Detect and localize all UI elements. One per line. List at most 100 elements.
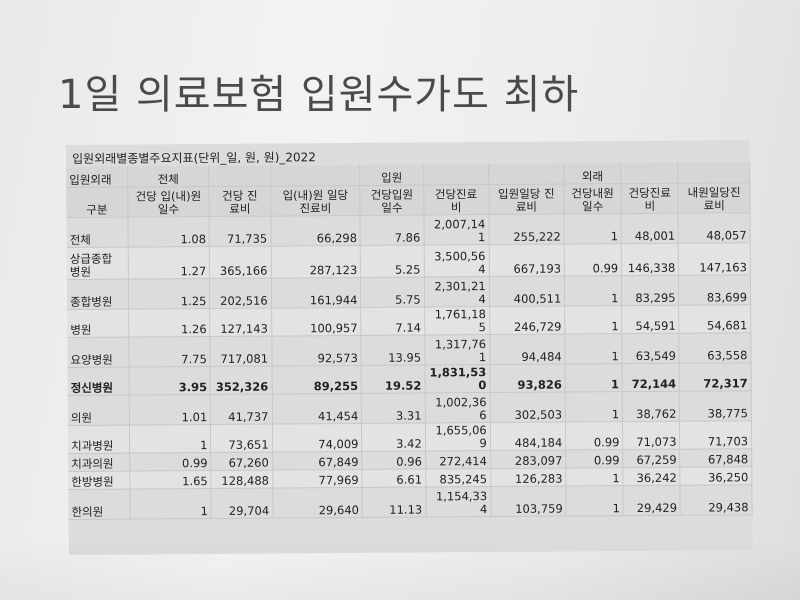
table-row: 의원 1.01 41,737 41,454 3.31 1,002,36 6 302,503 1…	[67, 390, 752, 425]
table-row: 요양병원 7.75 717,081 92,573 13.95 1,317,76 1 94,4…	[67, 332, 752, 367]
table-cell: 1.65	[129, 469, 212, 489]
header-cell: 입원외래	[66, 166, 128, 187]
table-row: 정신병원 3.95 352,326 89,255 19.52 1,831,53 0 93,8…	[67, 362, 752, 395]
header-cell	[620, 162, 679, 184]
table-cell: 1.08	[127, 216, 210, 247]
page-title: 1일 의료보험 입원수가도 최하	[58, 72, 580, 118]
table-cell: 83,699	[678, 274, 751, 305]
table-cell: 1	[129, 487, 212, 519]
table-cell: 667,193	[488, 243, 565, 277]
table-cell: 13.95	[361, 334, 425, 365]
table-cell: 1,317,76 1	[424, 334, 490, 365]
header-cell	[488, 163, 564, 185]
table-cell: 0.99	[565, 421, 623, 450]
table-cell: 36,242	[623, 466, 681, 486]
header-cell: 건당 입(내)원 일수	[127, 186, 210, 217]
statistics-table: 입원외래 전체 입원 외래 구분 건당 입(내)원 일수 건당 진 료비 입(내…	[66, 162, 753, 519]
table-cell: 1	[565, 391, 623, 422]
table-body: 전체 1.08 71,735 66,298 7.86 2,007,14 1 255,222 1…	[66, 212, 753, 519]
table-cell: 2,301,21 4	[424, 276, 490, 307]
table-cell: 93,826	[489, 363, 566, 393]
table-cell: 54,681	[679, 304, 751, 333]
row-label: 종합병원	[66, 278, 129, 309]
table-caption: 입원외래별종별주요지표(단위_일, 원, 원)_2022	[72, 150, 316, 166]
table-cell: 11.13	[362, 486, 426, 517]
table-cell: 7.75	[128, 335, 211, 367]
table-cell: 71,735	[209, 215, 271, 247]
header-cell	[270, 164, 361, 186]
table-cell: 3.42	[361, 422, 426, 451]
table-cell: 0.99	[564, 243, 622, 276]
table-cell: 1	[564, 275, 622, 306]
table-cell: 1,154,33 4	[425, 486, 491, 517]
row-label: 한방병원	[68, 470, 130, 489]
table-cell: 147,163	[678, 242, 751, 275]
table-cell: 1	[566, 485, 624, 516]
table-cell: 100,957	[271, 306, 362, 336]
row-label: 병원	[67, 308, 129, 337]
table-cell: 63,558	[679, 332, 752, 363]
table-cell: 29,704	[211, 487, 273, 518]
table-cell: 77,969	[272, 468, 363, 488]
table-cell: 287,123	[270, 244, 361, 278]
header-cell: 입원일당 진 료비	[488, 183, 565, 215]
table-cell: 29,429	[623, 484, 681, 516]
table-cell: 41,737	[210, 393, 273, 424]
row-label: 치과의원	[68, 452, 130, 471]
row-label: 치과병원	[67, 424, 130, 453]
table-cell: 0.96	[362, 450, 426, 469]
table-cell: 1.27	[127, 246, 210, 279]
header-cell	[423, 164, 489, 185]
table-cell: 1	[564, 305, 623, 334]
table-cell: 0.99	[565, 449, 624, 468]
table-cell: 72,317	[679, 362, 752, 391]
table-row: 병원 1.26 127,143 100,957 7.14 1,761,18 5 246,72…	[67, 304, 751, 337]
table-cell: 66,298	[270, 214, 361, 246]
header-cell: 입원	[360, 164, 424, 185]
row-label: 요양병원	[67, 336, 129, 367]
table-cell: 3.31	[361, 392, 426, 423]
table-cell: 1,761,18 5	[424, 306, 490, 335]
table-cell: 36,250	[680, 466, 752, 485]
header-cell: 건당진료 비	[621, 182, 679, 214]
table-cell: 255,222	[488, 213, 565, 245]
table-cell: 161,944	[271, 276, 362, 308]
table-cell: 400,511	[489, 275, 565, 307]
table-cell: 1	[564, 213, 622, 244]
table-cell: 1.26	[128, 307, 211, 337]
header-cell: 건당입원 일수	[360, 184, 424, 215]
table-row: 전체 1.08 71,735 66,298 7.86 2,007,14 1 255,222 1…	[66, 212, 751, 247]
header-cell: 건당내원 일수	[563, 183, 622, 214]
table-cell: 246,729	[489, 305, 566, 335]
table-cell: 92,573	[271, 334, 362, 366]
table-row: 종합병원 1.25 202,516 161,944 5.75 2,301,21 4 400,…	[66, 274, 751, 309]
table-cell: 1	[129, 423, 212, 453]
table-cell: 6.61	[362, 468, 426, 487]
table-cell: 1,002,36 6	[424, 392, 491, 423]
row-label: 의원	[67, 394, 130, 425]
table-cell: 1.01	[128, 393, 211, 425]
table-cell: 71,703	[679, 420, 752, 449]
statistics-table-region: 입원외래별종별주요지표(단위_일, 원, 원)_2022 입원외래 전체 입원 …	[66, 140, 753, 555]
table-cell: 717,081	[210, 335, 272, 366]
table-cell: 1	[565, 467, 624, 486]
header-cell: 구분	[66, 186, 128, 217]
row-label: 전체	[66, 216, 128, 247]
table-cell: 38,775	[679, 390, 752, 421]
table-cell: 1.25	[128, 277, 211, 309]
table-cell: 94,484	[489, 333, 566, 365]
header-cell: 입(내)원 일당 진료비	[270, 184, 361, 216]
header-cell	[678, 162, 750, 183]
header-cell: 전체	[127, 166, 210, 187]
header-cell: 건당진료 비	[423, 184, 489, 215]
table-cell: 41,454	[271, 392, 362, 424]
table-cell: 67,260	[211, 451, 273, 470]
table-cell: 1,655,06 9	[425, 422, 491, 451]
table-cell: 127,143	[210, 307, 272, 336]
header-row-columns: 구분 건당 입(내)원 일수 건당 진 료비 입(내)원 일당 진료비 건당입원…	[66, 182, 750, 217]
row-label: 한의원	[68, 488, 130, 519]
table-cell: 63,549	[622, 332, 680, 364]
table-cell: 54,591	[621, 304, 680, 334]
